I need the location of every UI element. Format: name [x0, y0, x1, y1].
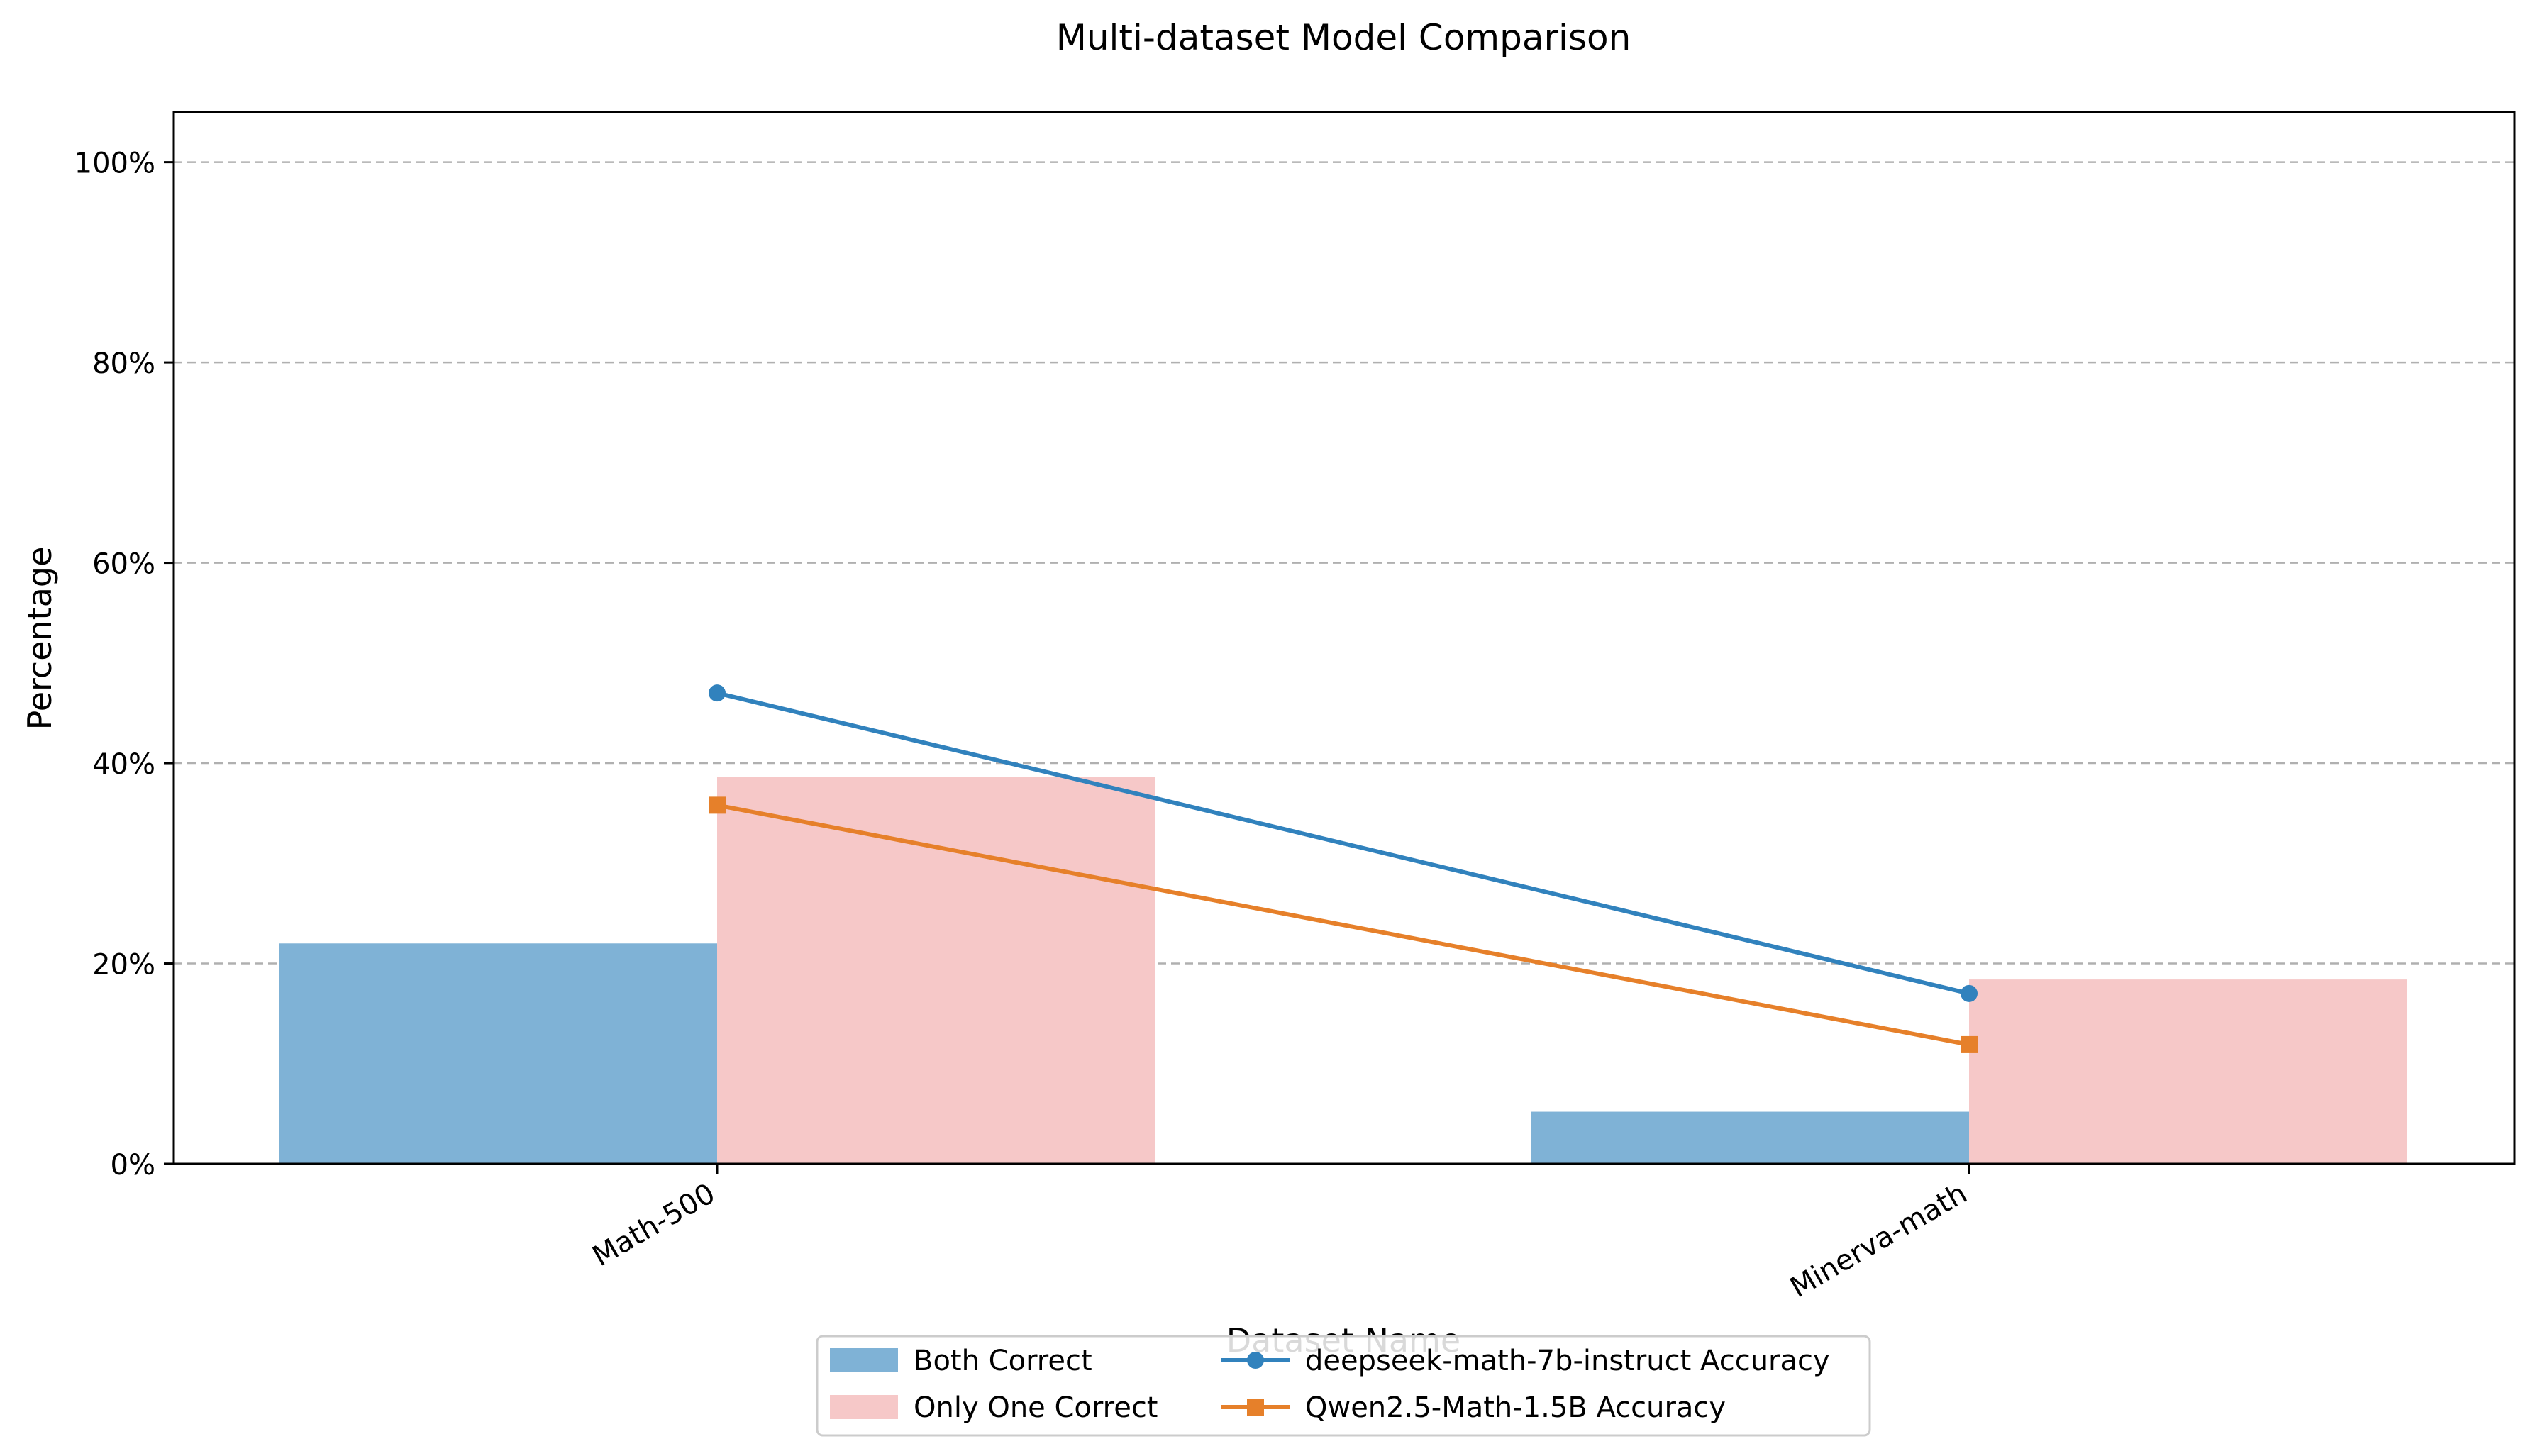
- series-1-point-1: [709, 684, 726, 702]
- y-tick-label: 20%: [92, 949, 155, 982]
- legend-label: Qwen2.5-Math-1.5B Accuracy: [1305, 1391, 1726, 1424]
- legend-marker: [1247, 1352, 1264, 1369]
- y-tick-label: 80%: [92, 348, 155, 380]
- legend-swatch: [830, 1395, 898, 1419]
- bar-both-correct-2: [1531, 1111, 1969, 1164]
- series-2-point-1: [709, 796, 726, 814]
- legend-items: Both Correct Only One Correct deepseek-mat…: [830, 1345, 1830, 1424]
- legend-label: Only One Correct: [914, 1391, 1158, 1424]
- chart-title: Multi-dataset Model Comparison: [1056, 17, 1631, 58]
- series-1-point-2: [1961, 984, 1978, 1002]
- y-axis-label: Percentage: [21, 547, 59, 730]
- y-tick-label: 40%: [92, 748, 155, 781]
- lines-layer: [709, 684, 1978, 1053]
- legend-swatch: [830, 1348, 898, 1372]
- series-2-point-2: [1961, 1035, 1978, 1053]
- y-tick-label: 0%: [111, 1149, 155, 1182]
- bar-only-one-correct-1: [717, 777, 1155, 1164]
- series-line-2: [716, 803, 1970, 1047]
- bars-layer: [279, 777, 2407, 1164]
- plot-frame: [172, 111, 2516, 1165]
- legend-box: [816, 1335, 1871, 1437]
- x-tick-label: Math-500: [587, 1177, 721, 1273]
- series-line-1: [716, 691, 1970, 996]
- legend-label: deepseek-math-7b-instruct Accuracy: [1305, 1345, 1830, 1377]
- x-tick-label: Minerva-math: [1785, 1177, 1973, 1304]
- bar-both-correct-1: [279, 943, 717, 1164]
- legend-marker: [1247, 1399, 1264, 1416]
- legend-label: Both Correct: [914, 1345, 1092, 1377]
- y-tick-label: 60%: [92, 548, 155, 581]
- bar-only-one-correct-2: [1969, 979, 2407, 1164]
- legend: Both Correct Only One Correct deepseek-mat…: [816, 1335, 1871, 1437]
- y-tick-label: 100%: [74, 148, 155, 180]
